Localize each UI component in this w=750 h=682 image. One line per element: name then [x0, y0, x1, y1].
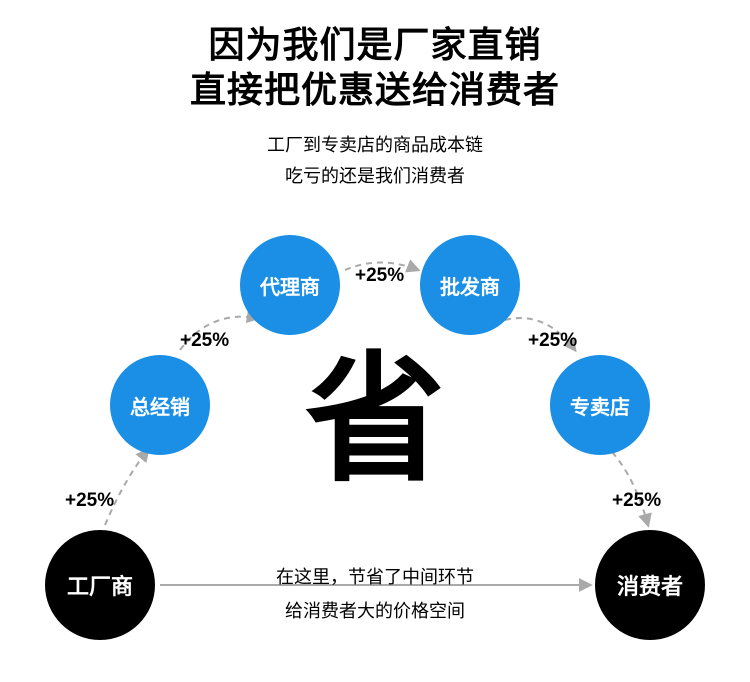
center-character: 省 [305, 350, 445, 490]
edge-label-1: +25% [180, 330, 229, 352]
bottom-caption: 在这里，节省了中间环节 给消费者大的价格空间 [0, 560, 750, 628]
edge-label-0: +25% [65, 490, 114, 512]
edge-label-3: +25% [528, 330, 577, 352]
edge-label-4: +25% [612, 490, 661, 512]
node-agent: 代理商 [240, 235, 340, 335]
subhead-line1: 工厂到专卖店的商品成本链 [0, 130, 750, 161]
headline: 因为我们是厂家直销 直接把优惠送给消费者 [0, 0, 750, 112]
caption-line1: 在这里，节省了中间环节 [0, 560, 750, 594]
arrow-0 [105, 450, 148, 525]
node-wholesaler: 批发商 [420, 235, 520, 335]
headline-line1: 因为我们是厂家直销 [0, 22, 750, 67]
node-distributor: 总经销 [110, 355, 210, 455]
node-retailer: 专卖店 [550, 355, 650, 455]
headline-line2: 直接把优惠送给消费者 [0, 67, 750, 112]
subhead-line2: 吃亏的还是我们消费者 [0, 161, 750, 192]
edge-label-2: +25% [355, 265, 404, 287]
arrow-4 [612, 452, 648, 525]
subhead: 工厂到专卖店的商品成本链 吃亏的还是我们消费者 [0, 130, 750, 191]
caption-line2: 给消费者大的价格空间 [0, 594, 750, 628]
